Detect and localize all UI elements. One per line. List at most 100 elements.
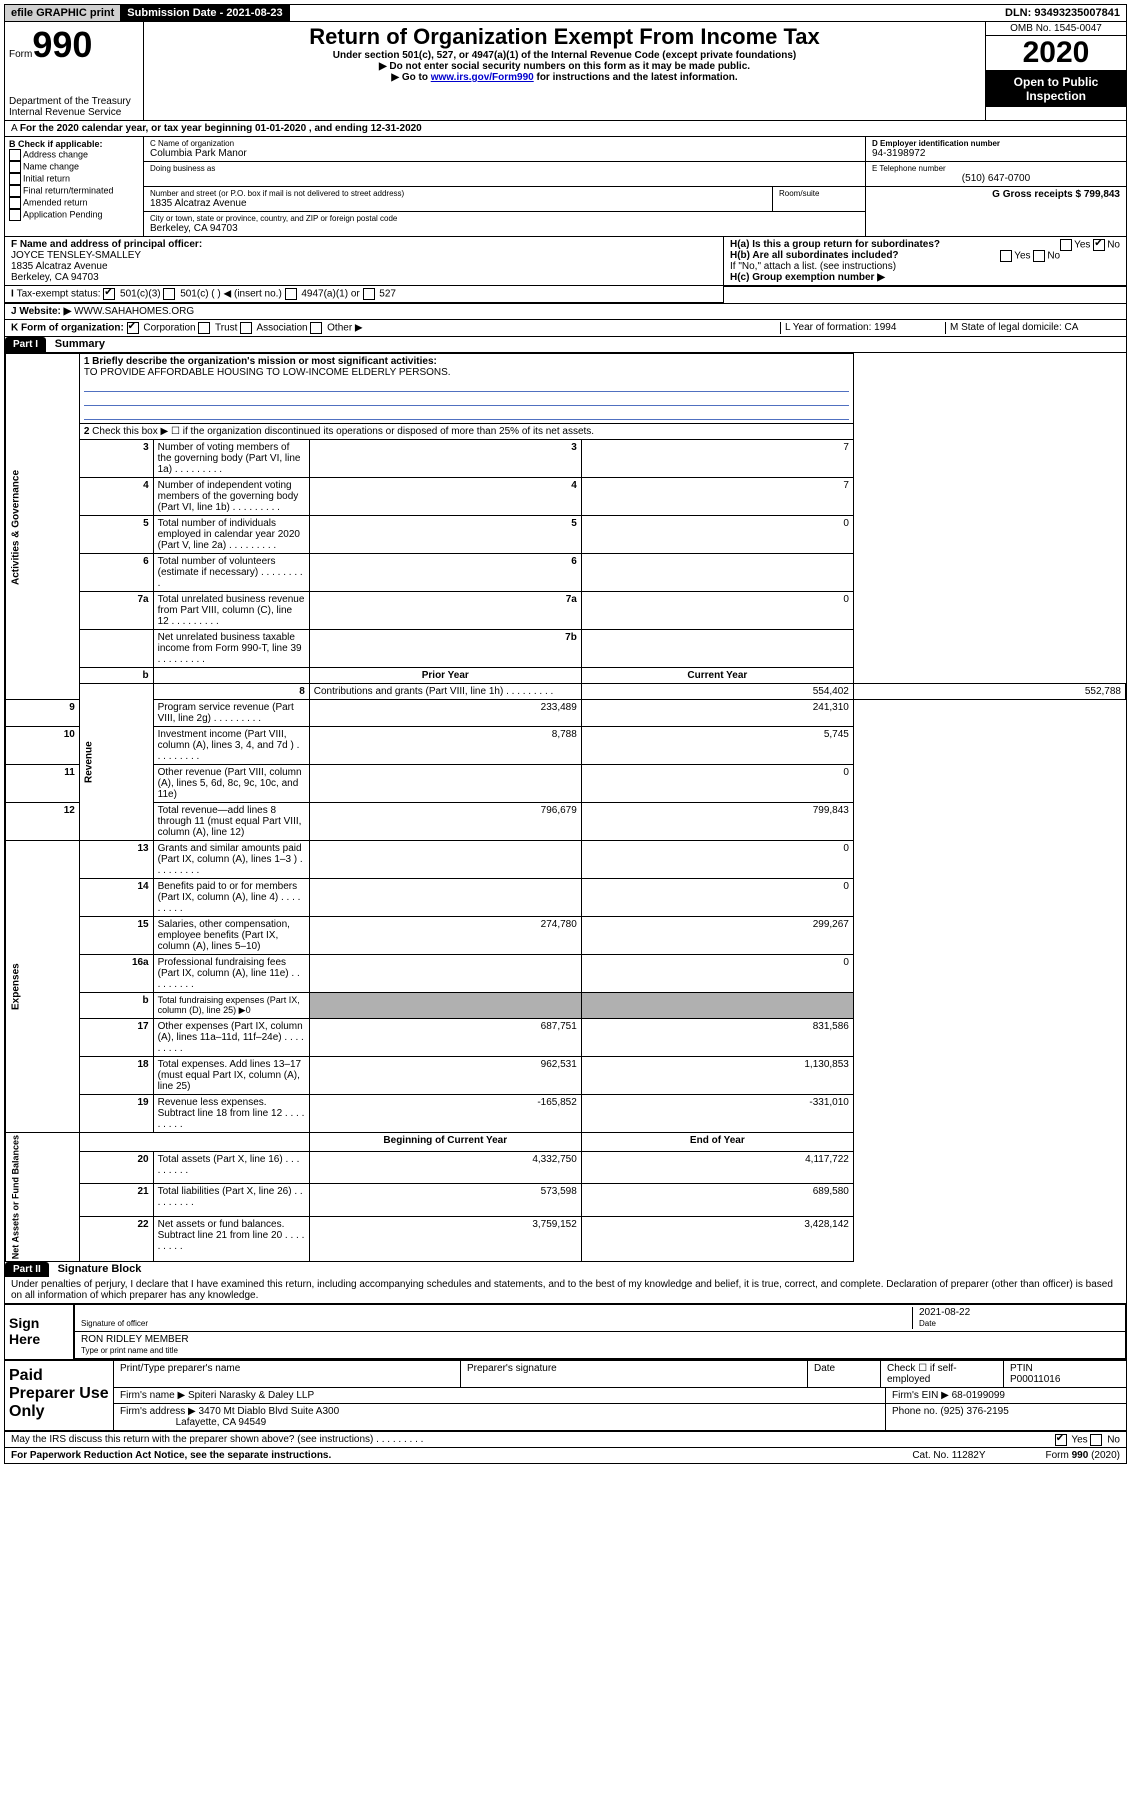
sig-name-row: RON RIDLEY MEMBERType or print name and …: [75, 1332, 1125, 1359]
paid-h3: Date: [807, 1361, 880, 1387]
cb-initial-return[interactable]: Initial return: [9, 173, 139, 185]
paid-addr-row: Firm's address ▶ 3470 Mt Diablo Blvd Sui…: [113, 1404, 1126, 1430]
row21-py: 573,598: [309, 1184, 581, 1216]
goto-suffix: for instructions and the latest informat…: [534, 72, 738, 83]
cb-assoc[interactable]: [240, 322, 252, 334]
row11-cy: 0: [581, 765, 853, 803]
row16a-text: Professional fundraising fees (Part IX, …: [153, 955, 309, 993]
e-label: E Telephone number: [872, 164, 1120, 173]
firm-addr-label: Firm's address ▶: [120, 1406, 196, 1417]
firm-ein-label: Firm's EIN ▶: [892, 1390, 949, 1401]
row22-num: 22: [79, 1216, 153, 1261]
hb-note: If "No," attach a list. (see instruction…: [730, 261, 1120, 272]
row7a-box: 7a: [309, 592, 581, 630]
cb-trust[interactable]: [198, 322, 210, 334]
cb-501c3[interactable]: [103, 288, 115, 300]
goto-prefix: Go to: [402, 72, 431, 83]
row8-num: 8: [153, 684, 309, 700]
row15-py: 274,780: [309, 917, 581, 955]
top-bar: efile GRAPHIC print Submission Date - 20…: [5, 5, 1126, 22]
row13-py: [309, 841, 581, 879]
room-label: Room/suite: [779, 189, 859, 198]
dba-box: Doing business as: [144, 162, 866, 187]
officer-name: JOYCE TENSLEY-SMALLEY: [11, 250, 717, 261]
sig-officer-row: Signature of officer 2021-08-22Date: [75, 1305, 1125, 1332]
officer-addr1: 1835 Alcatraz Avenue: [11, 261, 717, 272]
street-addr: Number and street (or P.O. box if mail i…: [144, 187, 773, 211]
ein-box: D Employer identification number 94-3198…: [866, 137, 1126, 162]
row11-num: 11: [6, 765, 80, 803]
row14-cy: 0: [581, 879, 853, 917]
row10-cy: 5,745: [581, 727, 853, 765]
part2-header-row: Part II Signature Block: [5, 1262, 1126, 1277]
gross-receipts: G Gross receipts $ 799,843: [866, 187, 1126, 202]
tax-year: 2020: [986, 36, 1126, 71]
row22-text: Net assets or fund balances. Subtract li…: [153, 1216, 309, 1261]
c-label: C Name of organization: [150, 139, 859, 148]
cb-discuss-yes[interactable]: [1055, 1434, 1067, 1446]
cb-final-return[interactable]: Final return/terminated: [9, 185, 139, 197]
row19-cy: -331,010: [581, 1095, 853, 1133]
efile-print-button[interactable]: efile GRAPHIC print: [5, 5, 121, 21]
row9-cy: 241,310: [581, 700, 853, 727]
prior-year-header: Prior Year: [309, 668, 581, 684]
cb-amended[interactable]: Amended return: [9, 197, 139, 209]
row20-cy: 4,117,722: [581, 1152, 853, 1184]
row9-py: 233,489: [309, 700, 581, 727]
row18-num: 18: [79, 1057, 153, 1095]
row5-box: 5: [309, 516, 581, 554]
instructions-link[interactable]: www.irs.gov/Form990: [431, 72, 534, 83]
city-box: City or town, state or province, country…: [144, 212, 866, 236]
row6-text: Total number of volunteers (estimate if …: [153, 554, 309, 592]
row21-cy: 689,580: [581, 1184, 853, 1216]
current-year-header: Current Year: [581, 668, 853, 684]
year-box: OMB No. 1545-0047 2020 Open to Public In…: [986, 22, 1126, 120]
row13-num: 13: [79, 841, 153, 879]
part1-badge: Part I: [5, 337, 46, 352]
open-inspection: Open to Public Inspection: [986, 71, 1126, 107]
f-officer: F Name and address of principal officer:…: [5, 237, 724, 285]
row4-num: 4: [79, 478, 153, 516]
cb-other[interactable]: [310, 322, 322, 334]
row22-py: 3,759,152: [309, 1216, 581, 1261]
header-grid: B Check if applicable: Address change Na…: [5, 137, 1126, 236]
summary-table: Activities & Governance 1 Briefly descri…: [5, 353, 1126, 1262]
firm-ein: 68-0199099: [952, 1390, 1005, 1401]
row7b-val: [581, 630, 853, 668]
row18-cy: 1,130,853: [581, 1057, 853, 1095]
row20-num: 20: [79, 1152, 153, 1184]
form-990-page: efile GRAPHIC print Submission Date - 20…: [4, 4, 1127, 1464]
website-row: J Website: ▶ WWW.SAHAHOMES.ORG: [5, 303, 1126, 319]
footer-left: For Paperwork Reduction Act Notice, see …: [11, 1450, 331, 1461]
cb-discuss-no[interactable]: [1090, 1434, 1102, 1446]
cb-name-change[interactable]: Name change: [9, 161, 139, 173]
d-label: D Employer identification number: [872, 139, 1120, 148]
footer-right: Form 990 (2020): [1046, 1450, 1120, 1461]
submission-date: Submission Date - 2021-08-23: [121, 5, 289, 21]
row16b-py: [309, 993, 581, 1019]
firm-name: Spiteri Narasky & Daley LLP: [188, 1390, 314, 1401]
firm-phone: (925) 376-2195: [940, 1406, 1008, 1417]
row16a-num: 16a: [79, 955, 153, 993]
tax-status-label: Tax-exempt status:: [17, 289, 101, 300]
row3-num: 3: [79, 440, 153, 478]
ssn-warning: Do not enter social security numbers on …: [150, 61, 979, 72]
row15-cy: 299,267: [581, 917, 853, 955]
q1-cell: 1 Briefly describe the organization's mi…: [79, 354, 853, 424]
cb-app-pending[interactable]: Application Pending: [9, 209, 139, 221]
h-block: H(a) Is this a group return for subordin…: [724, 237, 1126, 285]
cb-4947[interactable]: [285, 288, 297, 300]
cb-501c[interactable]: [163, 288, 175, 300]
addr-row: Number and street (or P.O. box if mail i…: [144, 187, 866, 212]
row8-text: Contributions and grants (Part VIII, lin…: [309, 684, 581, 700]
cb-address-change[interactable]: Address change: [9, 149, 139, 161]
dept-treasury: Department of the Treasury Internal Reve…: [9, 96, 139, 118]
cb-corp[interactable]: [127, 322, 139, 334]
i-j-row: I Tax-exempt status: 501(c)(3) 501(c) ( …: [5, 285, 1126, 303]
row18-py: 962,531: [309, 1057, 581, 1095]
row14-py: [309, 879, 581, 917]
footer: For Paperwork Reduction Act Notice, see …: [5, 1448, 1126, 1463]
cb-527[interactable]: [363, 288, 375, 300]
discuss-q: May the IRS discuss this return with the…: [11, 1434, 423, 1445]
paid-preparer-block: Paid Preparer Use Only Print/Type prepar…: [5, 1359, 1126, 1432]
